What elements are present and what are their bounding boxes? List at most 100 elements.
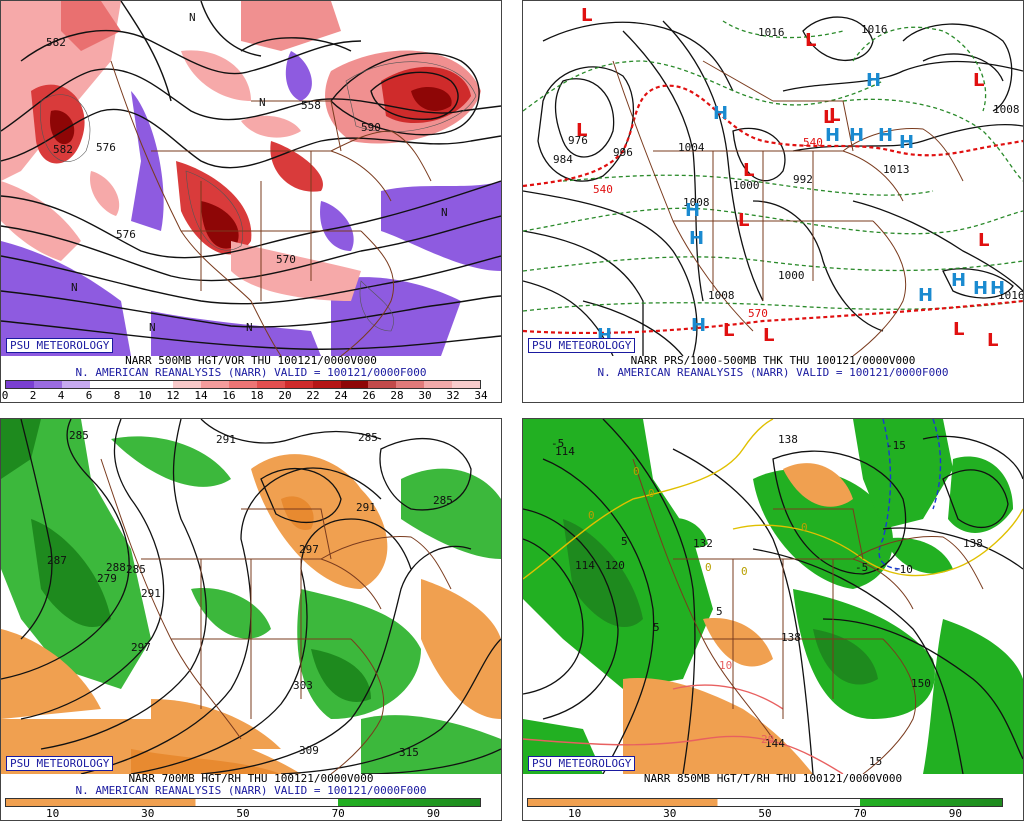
- psu-meteorology-badge: PSU METEOROLOGY: [6, 756, 114, 771]
- isotherm-label: 5: [716, 605, 723, 618]
- contour-label: -10: [893, 563, 913, 576]
- map-borders: [100, 458, 452, 774]
- low-pressure-marker: L: [723, 320, 734, 341]
- colorbar-tick-label: 10: [138, 389, 152, 402]
- isotherm-cold: [878, 419, 942, 570]
- high-pressure-marker: H: [866, 70, 881, 91]
- colorbar-tick-label: 6: [85, 389, 93, 402]
- colorbar-tick-label: 50: [758, 807, 772, 820]
- low-pressure-marker: L: [823, 107, 834, 128]
- contour-label: 114: [555, 445, 575, 458]
- panel-700mb: 285 291 285 291 297 285 287 279 285 291 …: [0, 418, 502, 821]
- colorbar-swatch: [173, 381, 202, 388]
- isobar-label: 1008: [683, 196, 710, 209]
- colorbar-tick-label: 34: [474, 389, 488, 402]
- contour-label: 138: [781, 631, 801, 644]
- 540-thickness-line: [523, 84, 1023, 335]
- vorticity-shading: [1, 1, 501, 356]
- high-pressure-marker: H: [849, 125, 864, 146]
- panel-500mb: 582 576 558 576 570 582 590 N N N N N N …: [0, 0, 502, 403]
- colorbar-tick-label: 24: [334, 389, 348, 402]
- contour-label: 291: [141, 587, 161, 600]
- colorbar-swatch: [396, 381, 425, 388]
- colorbar-tick-label: 90: [948, 807, 963, 820]
- isotherm-warm: [523, 684, 844, 774]
- isobar-label: 1008: [993, 103, 1020, 116]
- contour-label: 138: [778, 433, 798, 446]
- thickness-label: 540: [593, 183, 613, 196]
- high-pressure-marker: H: [973, 278, 988, 299]
- high-pressure-marker: H: [899, 132, 914, 153]
- map-500mb-vorticity: 582 576 558 576 570 582 590 N N N N N N: [1, 1, 501, 356]
- isotherm-label: 0: [801, 521, 808, 534]
- psu-meteorology-badge: PSU METEOROLOGY: [528, 338, 636, 353]
- contour-label: 309: [299, 744, 319, 757]
- contour-label: 285: [69, 429, 89, 442]
- contour-label: 138: [963, 537, 983, 550]
- low-pressure-marker: L: [829, 105, 840, 126]
- colorbar-tick-label: 8: [113, 389, 121, 402]
- isotherm-label: 5: [621, 535, 628, 548]
- vorticity-colorbar-labels: 0 2 4 6 8 10 12 14 16 18 20 22 24 26 28 30 32 34: [2, 389, 488, 402]
- colorbar-swatch: [340, 381, 369, 388]
- rh-colorbar-labels: 10 30 50 70 90: [527, 808, 1003, 820]
- psu-meteorology-badge: PSU METEOROLOGY: [6, 338, 114, 353]
- low-pressure-marker: L: [953, 319, 964, 340]
- contour-label: 285: [433, 494, 453, 507]
- map-borders: [612, 60, 964, 356]
- isotherm-label: 15: [869, 755, 882, 768]
- colorbar-swatch: [145, 381, 174, 388]
- contour-label: 315: [399, 746, 419, 759]
- high-pressure-marker: H: [713, 103, 728, 124]
- colorbar-tick-label: 32: [446, 389, 460, 402]
- contour-label: 297: [299, 543, 319, 556]
- high-pressure-marker: H: [689, 228, 704, 249]
- colorbar-tick-label: 12: [166, 389, 180, 402]
- colorbar-tick-label: 16: [222, 389, 236, 402]
- contour-label: 558: [301, 99, 321, 112]
- high-pressure-marker: H: [691, 315, 706, 336]
- contour-label: 120: [605, 559, 625, 572]
- colorbar-tick-label: 18: [250, 389, 264, 402]
- colorbar-tick-label: 26: [362, 389, 376, 402]
- colorbar-swatch: [89, 381, 118, 388]
- map-700mb-rh: 285 291 285 291 297 285 287 279 285 291 …: [1, 419, 501, 774]
- colorbar-swatch: [6, 381, 34, 388]
- rh-shading: [1, 419, 501, 774]
- vorticity-marker: N: [189, 11, 196, 24]
- colorbar-tick-label: 10: [45, 807, 60, 820]
- contour-label: 576: [116, 228, 136, 241]
- low-pressure-marker: L: [743, 160, 754, 181]
- low-pressure-marker: L: [738, 210, 749, 231]
- panel-pressure-thickness: 1016 1016 1016 976 984 1004 1000 1008 10…: [522, 0, 1024, 403]
- colorbar-swatch: [452, 381, 480, 388]
- colorbar-swatch: [368, 381, 397, 388]
- colorbar-tick-label: 30: [418, 389, 432, 402]
- low-pressure-marker: L: [973, 70, 984, 91]
- panel-valid-time: N. AMERICAN REANALYSIS (NARR) VALID = 10…: [75, 784, 427, 797]
- low-pressure-marker: L: [763, 325, 774, 346]
- high-pressure-marker: H: [878, 125, 893, 146]
- high-pressure-marker: H: [825, 125, 840, 146]
- isotherm-label: 0: [588, 509, 595, 522]
- thickness-label: 570: [748, 307, 768, 320]
- colorbar-tick-label: 70: [853, 807, 867, 820]
- map-pressure-thickness: 1016 1016 1016 976 984 1004 1000 1008 10…: [523, 1, 1023, 356]
- colorbar-swatch: [256, 381, 285, 388]
- low-pressure-marker: L: [987, 330, 998, 351]
- contour-label: 288: [106, 561, 126, 574]
- contour-label: 291: [216, 433, 236, 446]
- isobar-label: 976: [568, 134, 588, 147]
- colorbar-swatch: [229, 381, 257, 388]
- contour-label: 582: [53, 143, 73, 156]
- isotherm-label: 10: [719, 659, 732, 672]
- rh-colorbar: [527, 798, 1003, 807]
- colorbar-tick-label: 2: [29, 389, 37, 402]
- colorbar-tick-label: 22: [306, 389, 320, 402]
- contour-label: 297: [131, 641, 151, 654]
- colorbar-swatch: [61, 381, 90, 388]
- contour-label: 285: [126, 563, 146, 576]
- isobar-label: 1008: [708, 289, 735, 302]
- isobar-label: 1013: [883, 163, 910, 176]
- isobar-label: 992: [793, 173, 813, 186]
